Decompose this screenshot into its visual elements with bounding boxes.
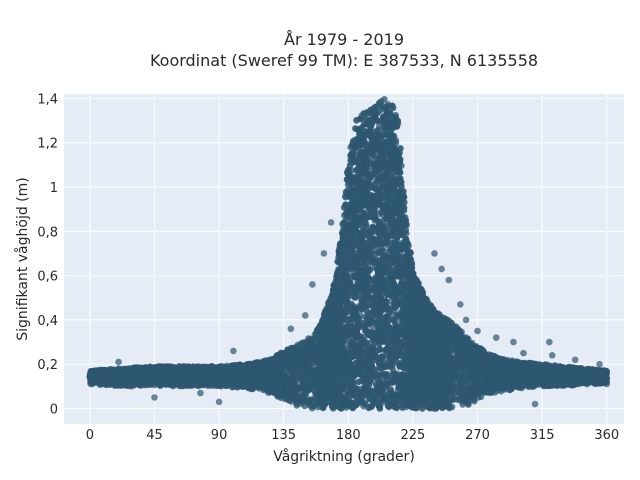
chart-title-line-1: År 1979 - 2019 <box>284 30 404 49</box>
data-points <box>86 96 610 412</box>
chart-title-line-2: Koordinat (Sweref 99 TM): E 387533, N 61… <box>150 51 538 70</box>
